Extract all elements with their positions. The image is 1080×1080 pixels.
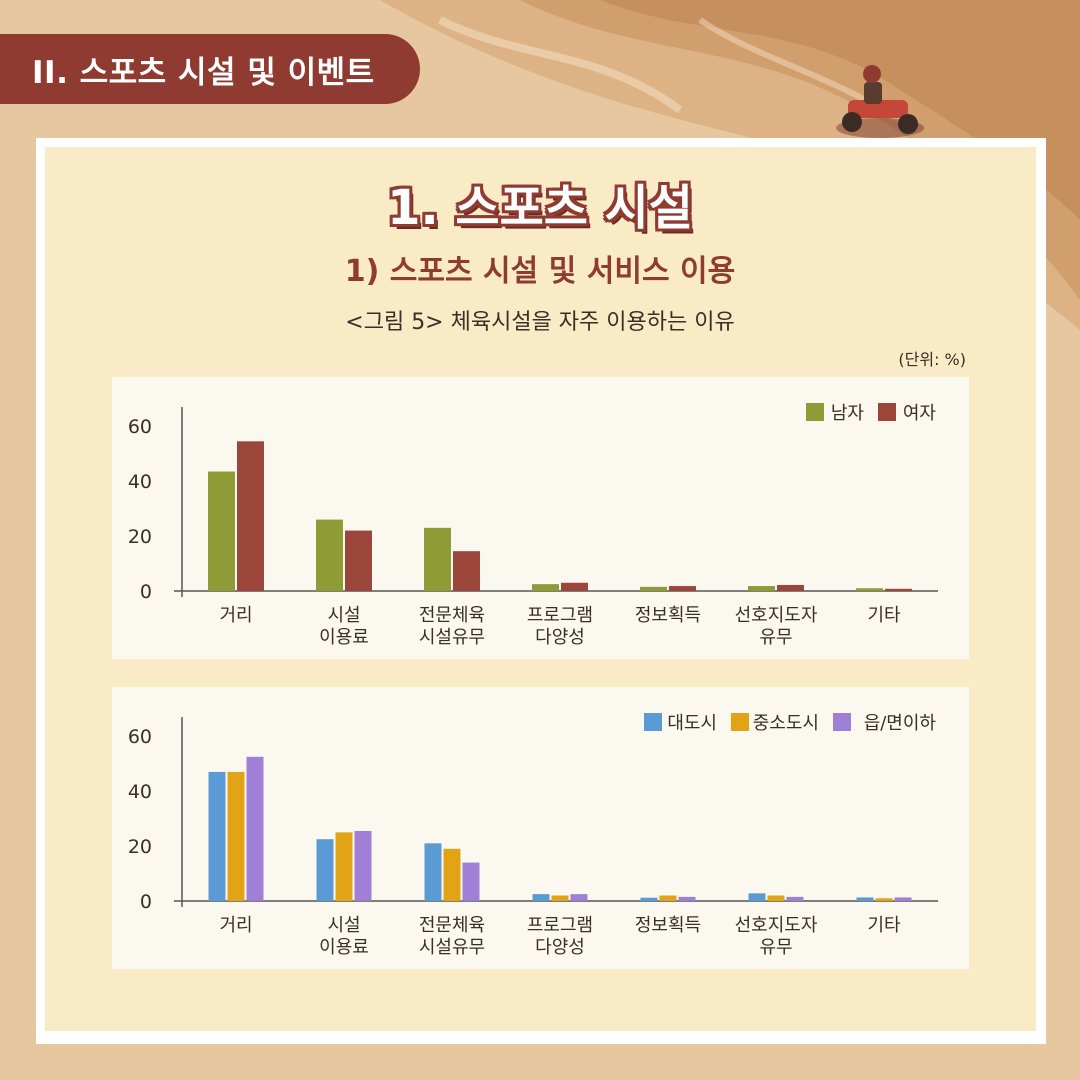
x-tick-label: 시설 [327,915,360,936]
bar [669,586,696,591]
chart-region: 0 20 40 60 거리 시설 이용료 전문체육 시설유무 프로그램 다양성 정보획득 선호지도자 유무… [112,687,969,969]
x-tick-label: 정보획득 [635,915,701,936]
y-tick-label: 20 [128,836,152,858]
x-tick-label: 기타 [867,605,901,626]
chart-gender: 0 20 40 60 거리 시설 이용료 전문체육 시설유무 프로그램 다양성 정보획득 선호지도자 유무… [112,377,969,659]
y-tick-label: 0 [140,891,152,913]
x-tick-label: 이용료 [319,937,369,958]
bar [237,441,264,591]
y-tick-label: 60 [128,726,152,748]
sub-title: 1) 스포츠 시설 및 서비스 이용 [344,254,736,289]
bar [570,894,588,901]
x-tick-label: 시설 [327,605,360,626]
x-tick-label: 다양성 [535,627,585,648]
bar [767,895,785,901]
y-tick-label: 20 [128,526,152,548]
bar [462,862,480,901]
bar [345,530,372,591]
legend-swatch [644,713,662,731]
bar [856,897,874,901]
bar [777,584,804,591]
bar [748,586,775,591]
bar [561,582,588,591]
x-tick-label: 선호지도자 [735,915,818,936]
y-tick-label: 40 [128,471,152,493]
bar [354,830,372,901]
x-tick-label: 거리 [219,915,252,936]
bar [678,896,696,901]
bar [885,588,912,591]
bar [640,897,658,901]
bar [532,584,559,591]
bar [316,519,343,591]
bar [640,586,667,591]
x-tick-label: 이용료 [319,627,369,648]
bar [316,839,334,901]
unit-label: (단위: %) [898,350,966,369]
legend-label: 여자 [903,403,937,424]
legend-label: 남자 [831,403,865,424]
x-tick-label: 프로그램 [527,605,593,626]
x-tick-label: 기타 [867,915,901,936]
legend-swatch [731,713,749,731]
bar [786,896,804,901]
section-tab: II. 스포츠 시설 및 이벤트 [0,34,420,104]
bar [208,771,226,901]
bar [424,527,451,591]
x-tick-label: 시설유무 [419,627,485,648]
atv-rider-illustration [836,65,924,138]
bar [659,895,677,901]
bar [532,894,550,901]
bar [551,895,569,901]
x-tick-label: 프로그램 [527,915,593,936]
bar [246,756,264,901]
bar [424,843,442,901]
x-tick-label: 거리 [219,605,252,626]
figure-caption: <그림 5> 체육시설을 자주 이용하는 이유 [345,310,735,335]
bar [335,832,353,901]
bar [453,551,480,591]
x-tick-label: 시설유무 [419,937,485,958]
bar [748,893,766,901]
y-tick-label: 40 [128,781,152,803]
x-tick-label: 다양성 [535,937,585,958]
x-tick-label: 전문체육 [419,605,485,626]
y-tick-label: 60 [128,416,152,438]
bar [875,898,893,901]
bar [208,471,235,591]
bar [443,848,461,901]
x-tick-label: 전문체육 [419,915,485,936]
legend-swatch [878,403,896,421]
bar [856,588,883,591]
legend-label: 대도시 [667,713,717,734]
legend-swatch [806,403,824,421]
bar [227,771,245,901]
x-tick-label: 정보획득 [635,605,701,626]
legend-label: 중소도시 [753,713,819,734]
x-tick-label: 유무 [759,627,792,648]
bar [894,897,912,901]
x-tick-label: 선호지도자 [735,605,818,626]
legend-swatch [833,713,851,731]
x-tick-label: 유무 [759,937,792,958]
legend-label: 읍/면이하 [864,713,937,734]
main-title: 1. 스포츠 시설 [387,180,693,236]
y-tick-label: 0 [140,581,152,603]
